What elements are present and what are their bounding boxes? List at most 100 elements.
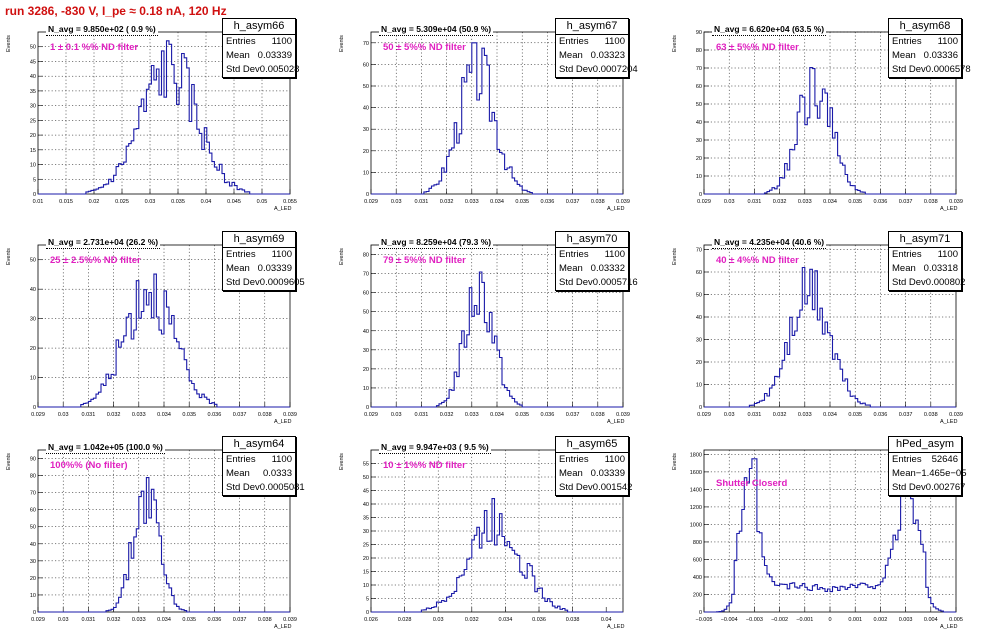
x-tick-label: 0.031: [82, 617, 96, 623]
navg-label: N_avg = 2.731e+04 (26.2 %): [46, 237, 161, 249]
y-tick-label: 60: [696, 270, 702, 276]
y-tick-label: 55: [363, 462, 369, 468]
y-tick-label: 20: [696, 156, 702, 162]
y-tick-label: 40: [30, 542, 36, 548]
stats-mean-value: 0.03339: [590, 468, 625, 479]
stats-entries: Entries 1100: [223, 453, 295, 467]
stats-std-label: Std Dev: [226, 277, 260, 288]
y-tick-label: 40: [30, 74, 36, 80]
y-tick-label: 80: [363, 253, 369, 259]
page-title: run 3286, -830 V, I_pe ≈ 0.18 nA, 120 Hz: [5, 4, 227, 18]
x-tick-label: −0.004: [721, 617, 738, 623]
x-tick-label: 0.03: [391, 199, 402, 205]
y-tick-label: 10: [30, 376, 36, 382]
x-tick-label: 0.033: [465, 412, 479, 418]
x-tick-label: 0.038: [591, 412, 605, 418]
x-tick-label: 0.032: [440, 199, 454, 205]
filter-annotation: Shutter Closerd: [716, 478, 788, 489]
y-tick-label: 0: [699, 405, 702, 411]
y-tick-label: 70: [363, 41, 369, 47]
y-tick-label: 30: [363, 348, 369, 354]
y-tick-label: 5: [366, 597, 369, 603]
x-tick-label: −0.005: [696, 617, 713, 623]
x-axis-label: A_LED: [940, 206, 958, 212]
y-tick-label: 20: [363, 367, 369, 373]
stats-entries: Entries 1100: [556, 248, 628, 262]
x-tick-label: 0.038: [591, 199, 605, 205]
x-tick-label: 0.015: [59, 199, 73, 205]
y-tick-label: 30: [696, 338, 702, 344]
y-tick-label: 30: [363, 529, 369, 535]
stats-std: Std Dev 0.0005716: [556, 276, 638, 290]
histogram-panel-h_asym68: 0.029 0.03 0.031 0.032 0.033 0.034 0.035 0.036 0…: [666, 10, 981, 212]
x-tick-label: 0.037: [233, 412, 247, 418]
stats-entries-label: Entries: [559, 249, 589, 260]
x-tick-label: 0.036: [874, 412, 888, 418]
y-tick-label: 200: [693, 592, 702, 598]
histogram-series: [704, 458, 956, 613]
stats-std: Std Dev 0.000802: [889, 276, 965, 290]
y-tick-label: 0: [366, 610, 369, 616]
x-tick-label: 0.033: [798, 412, 812, 418]
x-tick-label: 0.004: [924, 617, 938, 623]
y-axis-label: Events: [6, 248, 12, 265]
stats-entries-label: Entries: [559, 454, 589, 465]
stats-mean-value: −1.465e−05: [915, 468, 967, 479]
x-tick-label: −0.002: [771, 617, 788, 623]
x-tick-label: 0.02: [89, 199, 100, 205]
x-tick-label: 0.03: [58, 412, 69, 418]
stats-std-label: Std Dev: [226, 482, 260, 493]
y-tick-label: 1400: [690, 487, 702, 493]
histogram-svg: 0.026 0.028 0.03 0.032 0.034 0.036 0.038 0.04 0 5…: [363, 449, 624, 623]
x-tick-label: 0.032: [107, 617, 121, 623]
y-tick-label: 60: [696, 84, 702, 90]
stats-std-label: Std Dev: [892, 277, 926, 288]
x-tick-label: 0.034: [499, 617, 513, 623]
stats-mean: Mean 0.0333: [223, 467, 295, 481]
x-tick-label: 0.036: [208, 412, 222, 418]
x-tick-label: 0.035: [182, 617, 196, 623]
x-tick-label: 0.032: [773, 412, 787, 418]
y-tick-label: 40: [696, 315, 702, 321]
x-tick-label: 0.037: [566, 199, 580, 205]
y-tick-label: 35: [363, 516, 369, 522]
x-tick-label: 0.035: [848, 412, 862, 418]
y-tick-label: 40: [363, 106, 369, 112]
navg-label: N_avg = 9.947e+03 ( 9.5 %): [379, 442, 491, 454]
stats-mean-value: 0.03332: [590, 263, 625, 274]
x-tick-label: 0.05: [257, 199, 268, 205]
x-tick-label: 0.04: [601, 617, 612, 623]
x-tick-label: 0.035: [848, 199, 862, 205]
stats-mean-value: 0.0333: [262, 468, 292, 479]
y-tick-label: 0: [366, 192, 369, 198]
x-tick-label: 0.039: [616, 412, 630, 418]
stats-entries-label: Entries: [892, 36, 922, 47]
stats-entries: Entries 52646: [889, 453, 961, 467]
filter-annotation: 79 ± 5%% ND filter: [383, 255, 466, 266]
x-tick-label: 0.036: [541, 199, 555, 205]
y-tick-label: 1800: [690, 452, 702, 458]
stats-box: h_asym71 Entries 1100 Mean 0.03318 Std Dev 0.0…: [888, 231, 965, 291]
x-axis-label: A_LED: [607, 419, 625, 425]
x-tick-label: 0.032: [465, 617, 479, 623]
y-tick-label: 15: [363, 570, 369, 576]
stats-title: h_asym68: [889, 19, 961, 35]
y-tick-label: 20: [30, 133, 36, 139]
histogram-series: [38, 477, 290, 613]
stats-mean: Mean 0.03339: [223, 49, 295, 63]
histogram-svg: 0.029 0.03 0.031 0.032 0.033 0.034 0.035 0.036 0…: [363, 31, 630, 205]
y-tick-label: 50: [30, 258, 36, 264]
y-tick-label: 70: [696, 66, 702, 72]
x-tick-label: 0.034: [823, 199, 837, 205]
histogram-series: [371, 42, 623, 195]
histogram-panel-h_asym69: 0.029 0.03 0.031 0.032 0.033 0.034 0.035 0.036 0…: [0, 223, 315, 425]
x-tick-label: 0.029: [31, 617, 45, 623]
stats-std-label: Std Dev: [559, 277, 593, 288]
histogram-svg: 0.029 0.03 0.031 0.032 0.033 0.034 0.035 0.036 0…: [30, 244, 297, 418]
x-tick-label: 0.038: [258, 617, 272, 623]
y-tick-label: 10: [696, 174, 702, 180]
stats-std-value: 0.0005716: [592, 277, 638, 288]
y-tick-label: 50: [696, 102, 702, 108]
x-tick-label: 0.03: [724, 412, 735, 418]
stats-box: h_asym65 Entries 1100 Mean 0.03339 Std Dev 0.0…: [555, 436, 632, 496]
